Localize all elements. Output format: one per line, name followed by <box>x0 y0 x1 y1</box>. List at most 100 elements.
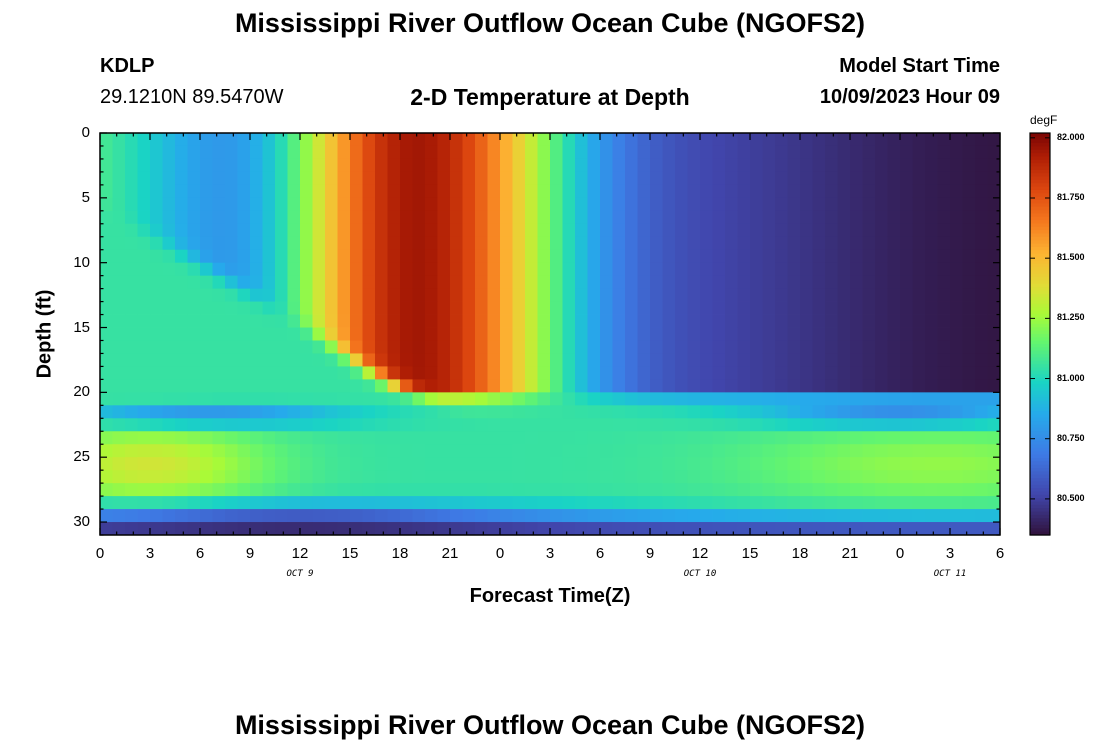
heatmap-cell <box>600 133 613 147</box>
colorbar-segment <box>1030 461 1050 466</box>
heatmap-cell <box>162 158 176 173</box>
heatmap-cell <box>887 483 901 497</box>
heatmap-cell <box>787 431 801 445</box>
heatmap-cell <box>600 379 613 393</box>
heatmap-cell <box>162 275 176 290</box>
heatmap-cell <box>525 431 538 445</box>
heatmap-cell <box>575 184 588 199</box>
heatmap-cell <box>150 457 163 471</box>
heatmap-cell <box>500 327 513 341</box>
heatmap-cell <box>625 275 638 290</box>
heatmap-cell <box>437 158 451 173</box>
heatmap-cell <box>612 483 626 497</box>
heatmap-cell <box>162 340 176 354</box>
heatmap-cell <box>575 405 588 419</box>
heatmap-cell <box>612 340 626 354</box>
heatmap-cell <box>775 457 788 471</box>
heatmap-cell <box>262 262 276 277</box>
heatmap-cell <box>550 171 563 186</box>
colorbar-segment <box>1030 508 1050 513</box>
heatmap-cell <box>975 418 988 432</box>
heatmap-cell <box>100 275 113 290</box>
heatmap-cell <box>350 184 363 199</box>
heatmap-cell <box>687 223 701 238</box>
heatmap-cell <box>600 223 613 238</box>
heatmap-cell <box>587 236 601 251</box>
heatmap-cell <box>875 249 888 264</box>
heatmap-cell <box>175 236 188 251</box>
colorbar-segment <box>1030 246 1050 251</box>
heatmap-cell <box>275 223 288 238</box>
heatmap-cell <box>550 470 563 484</box>
heatmap-cell <box>625 457 638 471</box>
heatmap-cell <box>362 522 376 536</box>
heatmap-cell <box>737 236 751 251</box>
heatmap-cell <box>275 496 288 510</box>
heatmap-cell <box>300 327 313 341</box>
heatmap-cell <box>825 418 838 432</box>
heatmap-cell <box>412 314 426 328</box>
heatmap-cell <box>887 314 901 328</box>
heatmap-cell <box>225 327 238 341</box>
heatmap-cell <box>387 133 401 147</box>
heatmap-cell <box>587 262 601 277</box>
heatmap-cell <box>100 496 113 510</box>
heatmap-cell <box>737 444 751 458</box>
heatmap-cell <box>387 171 401 186</box>
heatmap-cell <box>312 418 326 432</box>
x-tick-label: 15 <box>341 545 359 562</box>
heatmap-cell <box>687 236 701 251</box>
heatmap-cell <box>112 288 126 302</box>
heatmap-cell <box>962 340 976 354</box>
heatmap-cell <box>425 249 438 264</box>
heatmap-cell <box>837 470 851 484</box>
heatmap-cell <box>925 457 938 471</box>
heatmap-cell <box>887 405 901 419</box>
heatmap-cell <box>900 522 913 536</box>
heatmap-cell <box>225 522 238 536</box>
heatmap-cell <box>150 522 163 536</box>
heatmap-cell <box>450 249 463 264</box>
heatmap-cell <box>912 470 926 484</box>
heatmap-cell <box>725 133 738 147</box>
heatmap-cell <box>787 444 801 458</box>
heatmap-cell <box>812 197 826 212</box>
heatmap-cell <box>312 301 326 315</box>
heatmap-cell <box>300 444 313 458</box>
heatmap-cell <box>350 470 363 484</box>
heatmap-cell <box>912 366 926 380</box>
heatmap-cell <box>512 288 526 302</box>
heatmap-cell <box>550 145 563 160</box>
model-start-label: Model Start Time <box>839 55 1000 77</box>
heatmap-cell <box>712 444 726 458</box>
heatmap-cell <box>187 158 201 173</box>
heatmap-cell <box>887 145 901 160</box>
heatmap-cell <box>112 301 126 315</box>
heatmap-cell <box>850 353 863 367</box>
heatmap-cell <box>825 197 838 212</box>
heatmap-cell <box>525 392 538 406</box>
heatmap-cell <box>112 509 126 523</box>
heatmap-cell <box>475 288 488 302</box>
heatmap-cell <box>625 444 638 458</box>
heatmap-cell <box>850 444 863 458</box>
heatmap-cell <box>412 158 426 173</box>
heatmap-cell <box>362 158 376 173</box>
heatmap-cell <box>475 496 488 510</box>
heatmap-cell <box>200 340 213 354</box>
heatmap-cell <box>975 509 988 523</box>
heatmap-cell <box>750 457 763 471</box>
heatmap-cell <box>212 392 226 406</box>
heatmap-cell <box>512 171 526 186</box>
heatmap-cell <box>150 223 163 238</box>
colorbar-segment <box>1030 518 1050 523</box>
heatmap-cell <box>850 366 863 380</box>
heatmap-cell <box>950 249 963 264</box>
heatmap-cell <box>175 522 188 536</box>
heatmap-cell <box>337 133 351 147</box>
heatmap-cell <box>712 379 726 393</box>
heatmap-cell <box>912 145 926 160</box>
heatmap-cell <box>787 405 801 419</box>
heatmap-cell <box>512 457 526 471</box>
heatmap-cell <box>200 457 213 471</box>
